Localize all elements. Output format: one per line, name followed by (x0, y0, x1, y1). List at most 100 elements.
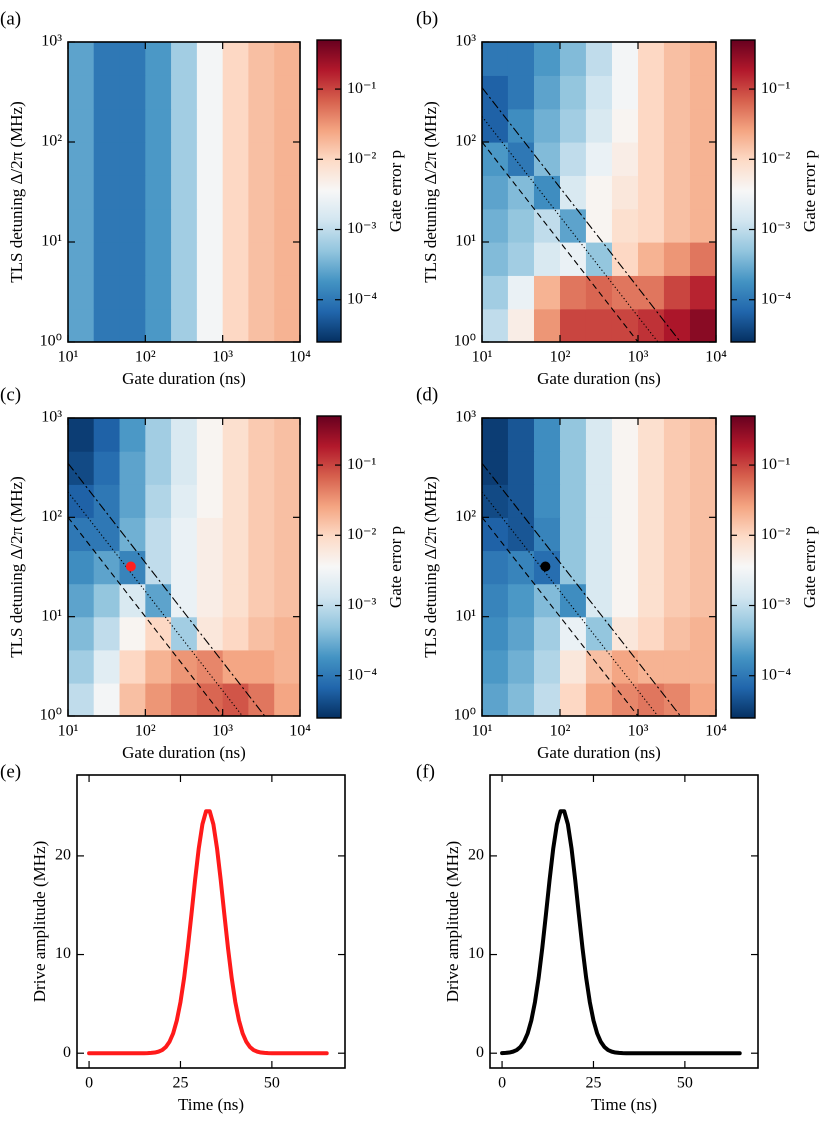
heatmap-cell (611, 275, 639, 310)
plot-frame (489, 774, 759, 1069)
heatmap-cell (638, 418, 665, 452)
heatmap-cell (611, 616, 639, 651)
heatmap-cell (119, 451, 146, 485)
heatmap-cell (507, 451, 535, 485)
y-axis-label: Drive amplitude (MHz) (30, 841, 49, 1002)
heatmap-cell (248, 451, 275, 485)
heatmap-cell (222, 42, 249, 76)
heatmap-cell (171, 517, 198, 552)
heatmap-cell (274, 108, 300, 143)
heatmap-cell (638, 175, 665, 210)
heatmap-cell (274, 550, 300, 585)
heatmap-cell (663, 451, 691, 485)
heatmap-cell (248, 242, 275, 276)
heatmap-cell (585, 175, 613, 210)
heatmap-cell (507, 75, 535, 110)
heatmap-cell (274, 275, 300, 310)
heatmap-cell (689, 517, 716, 552)
x-tick-label: 25 (585, 1075, 601, 1092)
heatmap-cell (222, 550, 249, 585)
panel-label: (c) (0, 384, 21, 405)
heatmap-cell (482, 682, 509, 716)
heatmap-cell (248, 649, 275, 684)
y-tick-label: 20 (468, 847, 484, 864)
colorbar-tick-label: 10⁻³ (761, 596, 790, 613)
heatmap-cell (222, 616, 249, 651)
heatmap-cell (533, 616, 561, 651)
heatmap-cell (145, 308, 172, 342)
x-tick-label: 10² (135, 349, 156, 366)
heatmap-cell (663, 108, 691, 143)
y-tick-label: 10² (41, 133, 62, 150)
heatmap-cell (689, 682, 716, 716)
heatmap-cell (560, 142, 587, 176)
heatmap-cell (222, 242, 249, 276)
heatmap-cell (638, 682, 665, 716)
heatmap-cell (119, 308, 146, 342)
x-tick-label: 10⁴ (289, 349, 311, 366)
heatmap-cell (638, 142, 665, 176)
panel-label: (f) (416, 761, 435, 782)
heatmap-cell (482, 208, 509, 243)
heatmap-cell (68, 649, 95, 684)
heatmap-cell (171, 418, 198, 452)
heatmap-cell (248, 208, 275, 243)
heatmap (482, 418, 716, 716)
heatmap-cell (482, 175, 509, 210)
heatmap-cell (119, 208, 146, 243)
plot-frame (67, 417, 301, 717)
heatmap-cell (171, 242, 198, 276)
heatmap-cell (68, 616, 95, 651)
heatmap-cell (585, 308, 613, 342)
heatmap-cell (119, 142, 146, 176)
heatmap-cell (663, 242, 691, 276)
heatmap-cell (68, 108, 95, 143)
heatmap-cell (663, 484, 691, 518)
heatmap-cell (560, 42, 587, 76)
colorbar-tick-label: 10⁻³ (347, 220, 376, 237)
heatmap-cell (689, 242, 716, 276)
heatmap-cell (171, 484, 198, 518)
heatmap-cell (93, 75, 121, 110)
heatmap-cell (533, 682, 561, 716)
heatmap-cell (533, 108, 561, 143)
heatmap-cell (93, 42, 121, 76)
heatmap-cell (689, 75, 716, 110)
heatmap-cell (507, 142, 535, 176)
heatmap-cell (638, 583, 665, 618)
heatmap-cell (274, 583, 300, 618)
heatmap-cell (482, 616, 509, 651)
heatmap-cell (274, 517, 300, 552)
heatmap-cell (145, 108, 172, 143)
heatmap-cell (145, 75, 172, 110)
heatmap-cell (560, 649, 587, 684)
heatmap-cell (560, 550, 587, 585)
heatmap-cell (196, 275, 224, 310)
colorbar-tick-label: 10⁻⁴ (347, 290, 377, 307)
x-tick-label: 10³ (628, 349, 649, 366)
x-axis-label: Time (ns) (591, 1095, 657, 1114)
heatmap-cell (145, 583, 172, 618)
heatmap-cell (171, 75, 198, 110)
colorbar-tick-label: 10⁻⁴ (761, 290, 791, 307)
heatmap-cell (482, 418, 509, 452)
heatmap-cell (533, 75, 561, 110)
y-tick-label: 0 (63, 1044, 71, 1061)
heatmap-cell (145, 682, 172, 716)
heatmap-cell (533, 451, 561, 485)
heatmap-cell (482, 484, 509, 518)
panel-label: (d) (416, 384, 438, 405)
heatmap-cell (689, 616, 716, 651)
x-tick-label: 10³ (628, 723, 649, 740)
y-tick-label: 10³ (41, 33, 62, 50)
heatmap-cell (222, 208, 249, 243)
heatmap-cell (560, 75, 587, 110)
heatmap-cell (145, 175, 172, 210)
plot-frame (481, 417, 717, 717)
heatmap-cell (145, 451, 172, 485)
heatmap-cell (145, 418, 172, 452)
heatmap-cell (68, 275, 95, 310)
guide-line (482, 491, 659, 716)
heatmap-cell (119, 484, 146, 518)
